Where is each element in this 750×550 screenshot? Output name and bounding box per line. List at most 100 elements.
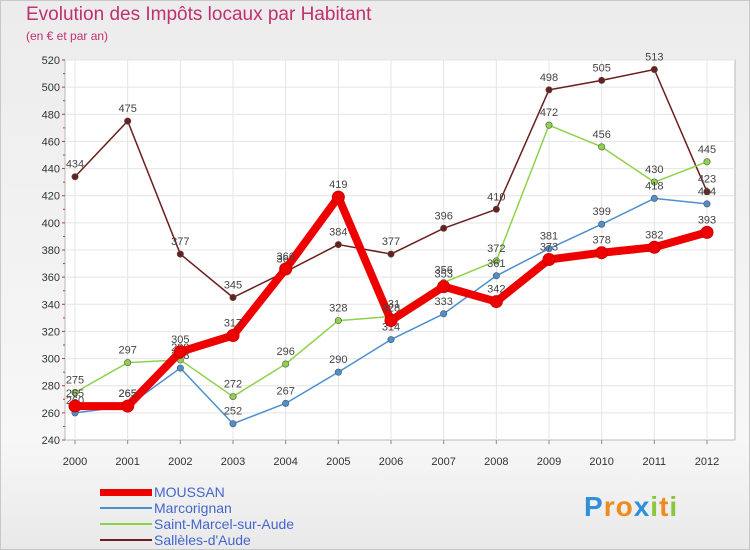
- logo-letter: i: [650, 491, 660, 522]
- data-point-marcorignan: [545, 245, 553, 253]
- legend-label: Sallèles-d'Aude: [154, 532, 251, 548]
- data-point-moussan: [647, 240, 661, 254]
- y-tick-label: 460: [42, 136, 60, 148]
- data-label-sall-les-d-aude: 423: [698, 174, 716, 186]
- data-point-moussan: [331, 190, 345, 204]
- data-point-moussan: [542, 253, 556, 266]
- x-tick-label: 2012: [695, 456, 719, 468]
- chart-subtitle: (en € et par an): [26, 29, 109, 43]
- data-point-sall-les-d-aude: [387, 250, 395, 258]
- y-tick-label: 520: [42, 55, 60, 67]
- data-label-sall-les-d-aude: 498: [540, 72, 558, 84]
- proxiti-logo: Proxiti: [584, 491, 678, 523]
- data-point-sall-les-d-aude: [176, 250, 184, 258]
- x-tick-label: 2007: [431, 456, 455, 468]
- x-tick-label: 2000: [63, 456, 87, 468]
- data-point-sall-les-d-aude: [598, 76, 606, 84]
- data-label-moussan: 373: [540, 242, 558, 254]
- y-tick-label: 300: [42, 354, 60, 366]
- logo-letter: r: [603, 491, 616, 522]
- legend-swatch-salleles: [100, 539, 152, 541]
- y-tick-label: 440: [42, 164, 60, 176]
- data-label-saint-marcel-sur-aude: 372: [487, 243, 505, 255]
- data-point-saint-marcel-sur-aude: [650, 178, 658, 186]
- y-tick-label: 340: [42, 299, 60, 311]
- data-label-saint-marcel-sur-aude: 430: [645, 164, 663, 176]
- data-label-sall-les-d-aude: 377: [382, 236, 400, 248]
- data-label-marcorignan: 361: [487, 258, 505, 270]
- data-point-sall-les-d-aude: [650, 66, 658, 74]
- data-label-moussan: 317: [224, 318, 242, 330]
- legend-item-saint-marcel[interactable]: Saint-Marcel-sur-Aude: [100, 516, 294, 532]
- data-label-sall-les-d-aude: 513: [645, 52, 663, 64]
- data-point-marcorignan: [387, 336, 395, 344]
- logo-letter: i: [669, 491, 679, 522]
- data-point-moussan: [68, 399, 82, 413]
- data-label-saint-marcel-sur-aude: 472: [540, 107, 558, 119]
- x-tick-label: 2008: [484, 456, 508, 468]
- data-point-sall-les-d-aude: [71, 173, 79, 181]
- x-tick-label: 2002: [168, 456, 192, 468]
- data-label-moussan: 305: [171, 334, 189, 346]
- data-point-marcorignan: [492, 272, 500, 280]
- data-point-marcorignan: [176, 364, 184, 372]
- y-tick-label: 400: [42, 218, 60, 230]
- data-point-moussan: [279, 262, 293, 276]
- data-label-marcorignan: 290: [329, 354, 347, 366]
- data-point-moussan: [384, 314, 398, 328]
- data-label-moussan: 419: [329, 179, 347, 191]
- data-label-saint-marcel-sur-aude: 356: [434, 265, 452, 277]
- y-tick-label: 380: [42, 245, 60, 257]
- data-point-moussan: [700, 225, 714, 239]
- data-label-sall-les-d-aude: 345: [224, 280, 242, 292]
- x-tick-label: 2010: [589, 456, 613, 468]
- data-label-saint-marcel-sur-aude: 456: [592, 129, 610, 141]
- data-label-saint-marcel-sur-aude: 328: [329, 303, 347, 315]
- data-point-sall-les-d-aude: [440, 224, 448, 232]
- data-label-marcorignan: 267: [276, 385, 294, 397]
- legend-item-marcorignan[interactable]: Marcorignan: [100, 500, 294, 516]
- logo-letter: P: [584, 491, 604, 522]
- legend-item-salleles[interactable]: Sallèles-d'Aude: [100, 532, 294, 548]
- data-point-marcorignan: [334, 368, 342, 376]
- legend-item-moussan[interactable]: MOUSSAN: [100, 484, 294, 500]
- logo-letter: t: [659, 491, 670, 522]
- data-point-saint-marcel-sur-aude: [334, 317, 342, 325]
- y-tick-label: 500: [42, 82, 60, 94]
- data-point-saint-marcel-sur-aude: [229, 393, 237, 401]
- y-tick-label: 360: [42, 272, 60, 284]
- data-label-sall-les-d-aude: 475: [118, 103, 136, 115]
- legend-label: MOUSSAN: [154, 484, 225, 500]
- data-point-marcorignan: [282, 399, 290, 407]
- data-point-sall-les-d-aude: [492, 205, 500, 213]
- legend-label: Marcorignan: [154, 500, 232, 516]
- legend-swatch-saint-marcel: [100, 523, 152, 525]
- data-point-saint-marcel-sur-aude: [282, 360, 290, 368]
- x-tick-label: 2011: [643, 456, 667, 468]
- data-label-moussan: 353: [434, 269, 452, 281]
- data-point-saint-marcel-sur-aude: [545, 121, 553, 129]
- data-point-saint-marcel-sur-aude: [124, 359, 132, 367]
- x-tick-label: 2003: [221, 456, 245, 468]
- x-tick-label: 2006: [379, 456, 403, 468]
- data-label-marcorignan: 333: [434, 296, 452, 308]
- x-tick-label: 2005: [326, 456, 350, 468]
- data-label-sall-les-d-aude: 377: [171, 236, 189, 248]
- data-point-sall-les-d-aude: [545, 86, 553, 94]
- data-point-marcorignan: [440, 310, 448, 318]
- data-label-sall-les-d-aude: 384: [329, 227, 347, 239]
- data-point-saint-marcel-sur-aude: [71, 388, 79, 396]
- data-point-moussan: [437, 280, 451, 294]
- data-label-moussan: 378: [592, 235, 610, 247]
- data-point-moussan: [595, 246, 609, 260]
- data-point-moussan: [173, 345, 187, 359]
- x-tick-label: 2004: [273, 456, 297, 468]
- data-label-saint-marcel-sur-aude: 297: [118, 345, 136, 357]
- data-label-sall-les-d-aude: 410: [487, 191, 505, 203]
- data-point-marcorignan: [598, 220, 606, 228]
- data-label-moussan: 366: [276, 251, 294, 263]
- data-point-moussan: [226, 329, 240, 342]
- data-label-saint-marcel-sur-aude: 445: [698, 144, 716, 156]
- x-tick-label: 2001: [115, 456, 139, 468]
- y-tick-label: 480: [42, 109, 60, 121]
